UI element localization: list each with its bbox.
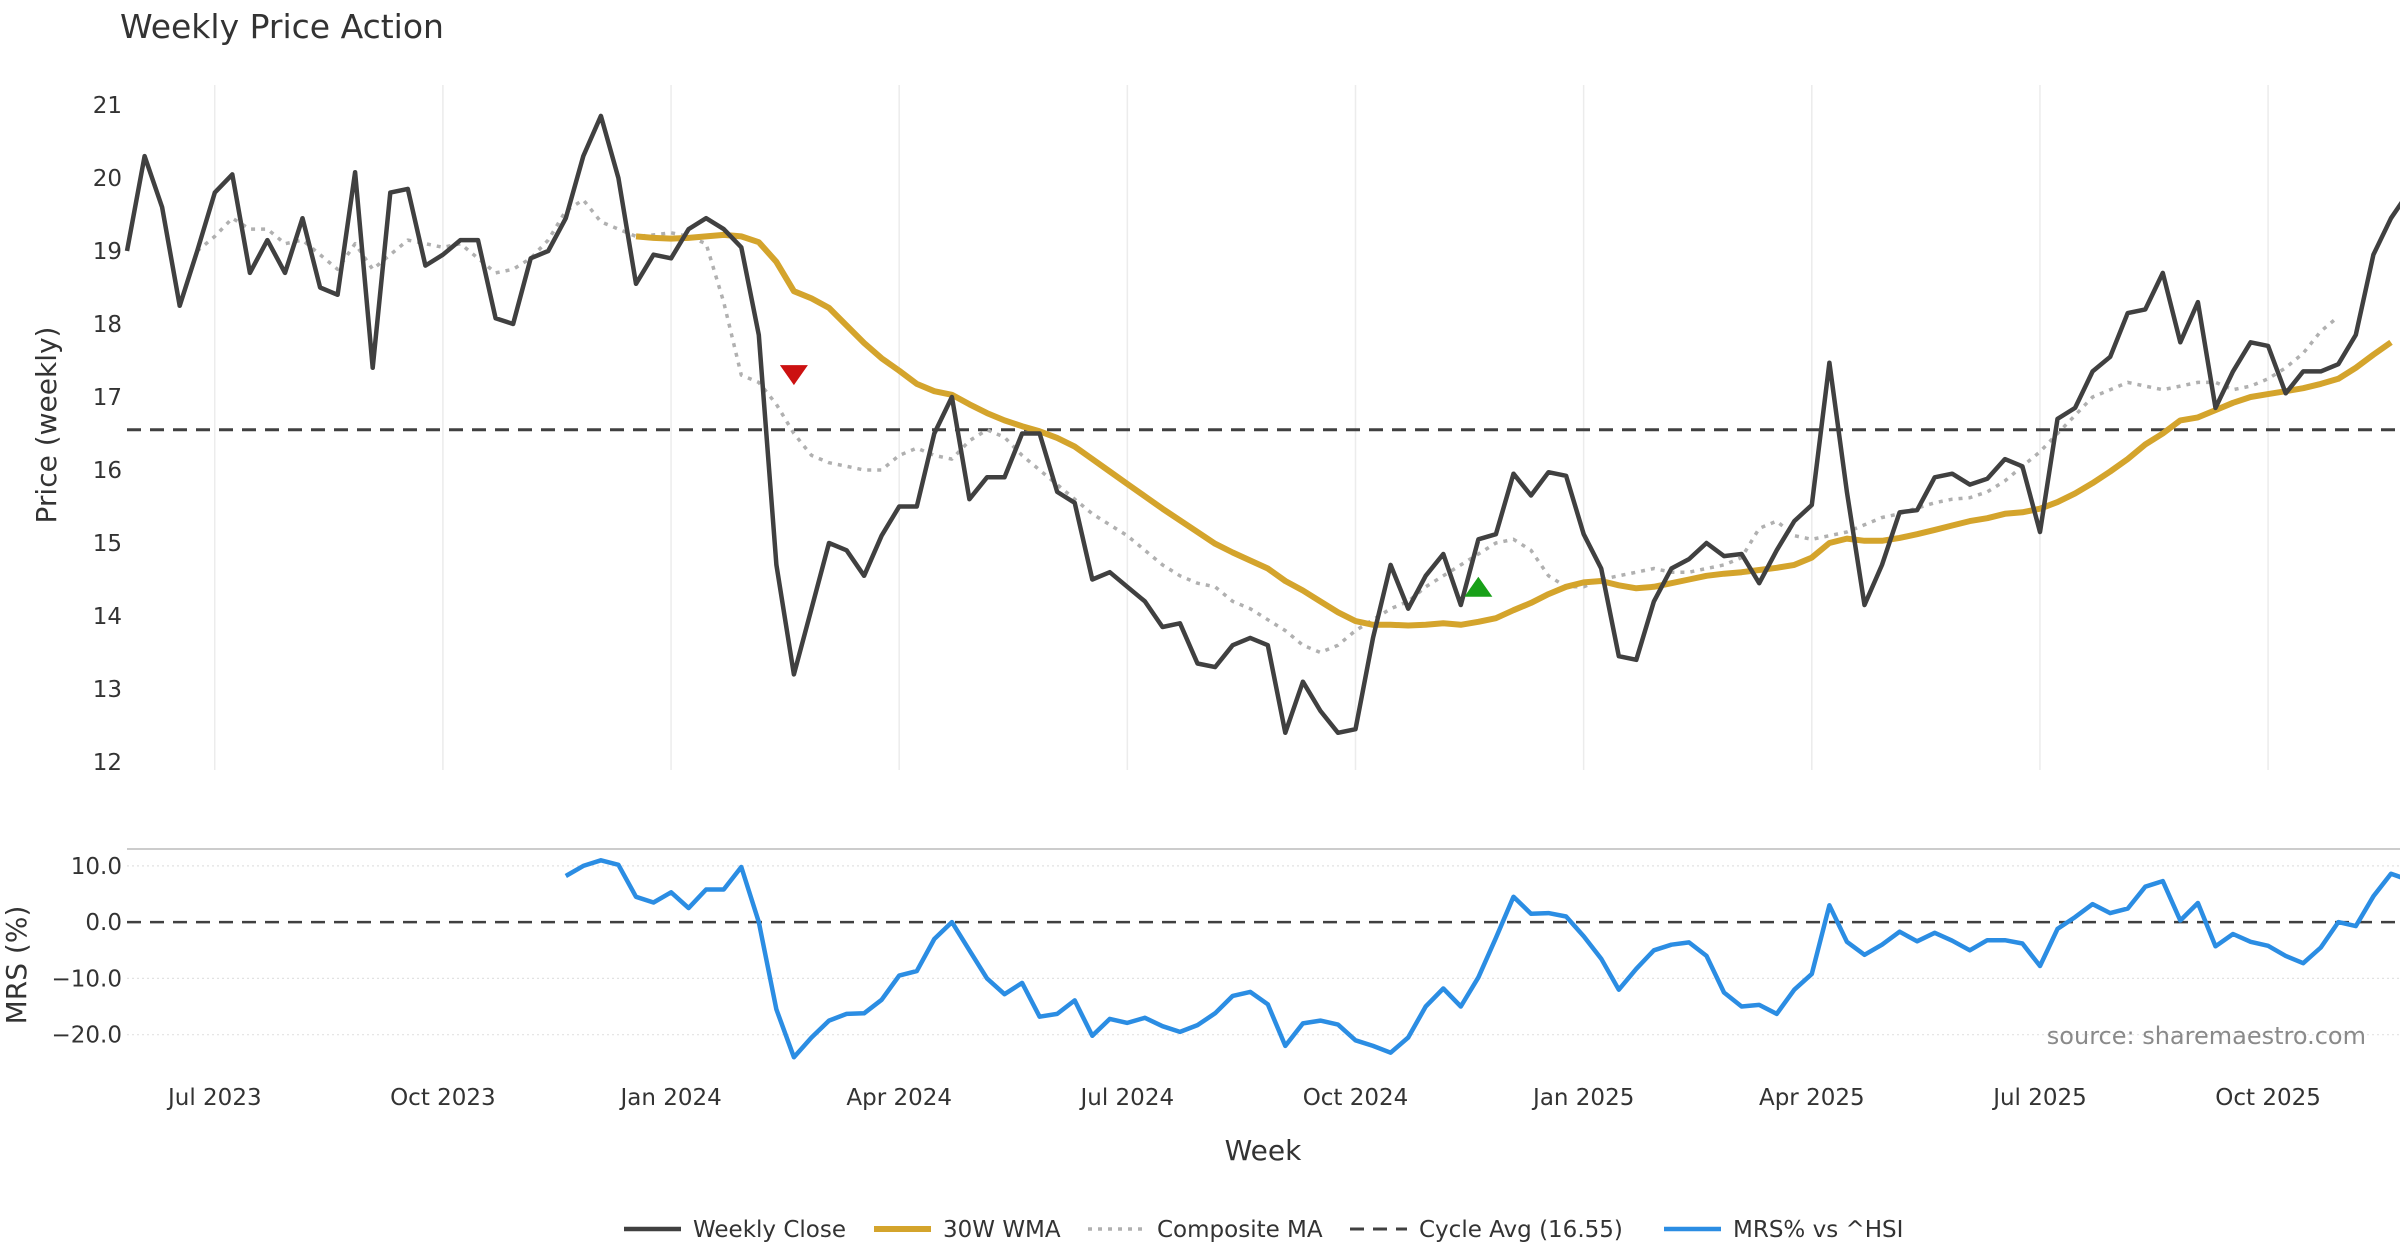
legend-item: Weekly Close [624,1217,846,1243]
x-tick-label: Jan 2024 [618,1085,721,1111]
legend-label: Weekly Close [693,1217,846,1243]
x-axis-title: Week [1225,1134,1302,1167]
x-tick-label: Jul 2023 [166,1085,262,1111]
signal-markers [779,365,1493,597]
legend-label: Cycle Avg (16.55) [1419,1217,1623,1243]
mrs-y-tick: −10.0 [52,966,122,992]
price-y-tick: 14 [93,604,122,630]
weekly-close-line [124,113,2400,736]
x-tick-label: Apr 2024 [846,1085,952,1111]
price-gridlines [214,85,2269,770]
chart-title: Weekly Price Action [120,7,444,46]
legend-item: MRS% vs ^HSI [1664,1217,1903,1243]
legend-label: MRS% vs ^HSI [1733,1217,1903,1243]
price-y-tick: 17 [93,385,122,411]
price-y-tick: 20 [93,166,122,192]
wma-30w-line [635,231,2393,629]
x-tick-label: Oct 2023 [390,1085,496,1111]
mrs-y-tick: −20.0 [52,1023,122,1049]
price-y-tick: 12 [93,750,122,776]
mrs-y-tick: 10.0 [71,854,122,880]
legend-item: Cycle Avg (16.55) [1350,1217,1623,1243]
price-y-tick: 15 [93,531,122,557]
mrs-y-axis-title: MRS (%) [0,906,33,1025]
legend-label: Composite MA [1157,1217,1323,1243]
composite-ma-line [196,198,2340,655]
mrs-y-ticks: −20.0 −10.0 0.0 10.0 [52,854,122,1049]
sell-signal-marker [779,365,808,386]
legend: Weekly Close 30W WMA Composite MA Cycle Avg… [624,1217,1903,1243]
price-y-tick: 18 [93,312,122,338]
x-axis-ticks: Jul 2023 Oct 2023 Jan 2024 Apr 2024 Jul 2024… [166,1085,2321,1111]
source-credit: source: sharemaestro.com [2047,1022,2366,1050]
mrs-gridlines [127,865,2400,1036]
legend-item: 30W WMA [874,1217,1061,1243]
price-y-tick: 16 [93,458,122,484]
x-tick-label: Oct 2025 [2215,1085,2321,1111]
legend-label: 30W WMA [943,1217,1061,1243]
buy-signal-marker [1464,576,1493,597]
price-y-tick: 21 [93,93,122,119]
price-y-tick: 19 [93,239,122,265]
x-tick-label: Jan 2025 [1531,1085,1634,1111]
mrs-line [564,858,2400,1060]
x-tick-label: Apr 2025 [1759,1085,1865,1111]
x-tick-label: Oct 2024 [1303,1085,1409,1111]
x-tick-label: Jul 2024 [1078,1085,1174,1111]
price-y-tick: 13 [93,677,122,703]
x-tick-label: Jul 2025 [1991,1085,2087,1111]
mrs-y-tick: 0.0 [85,910,122,936]
price-y-ticks: 12 13 14 15 16 17 18 19 20 21 [93,93,122,776]
legend-item: Composite MA [1088,1217,1323,1243]
price-y-axis-title: Price (weekly) [30,327,63,524]
